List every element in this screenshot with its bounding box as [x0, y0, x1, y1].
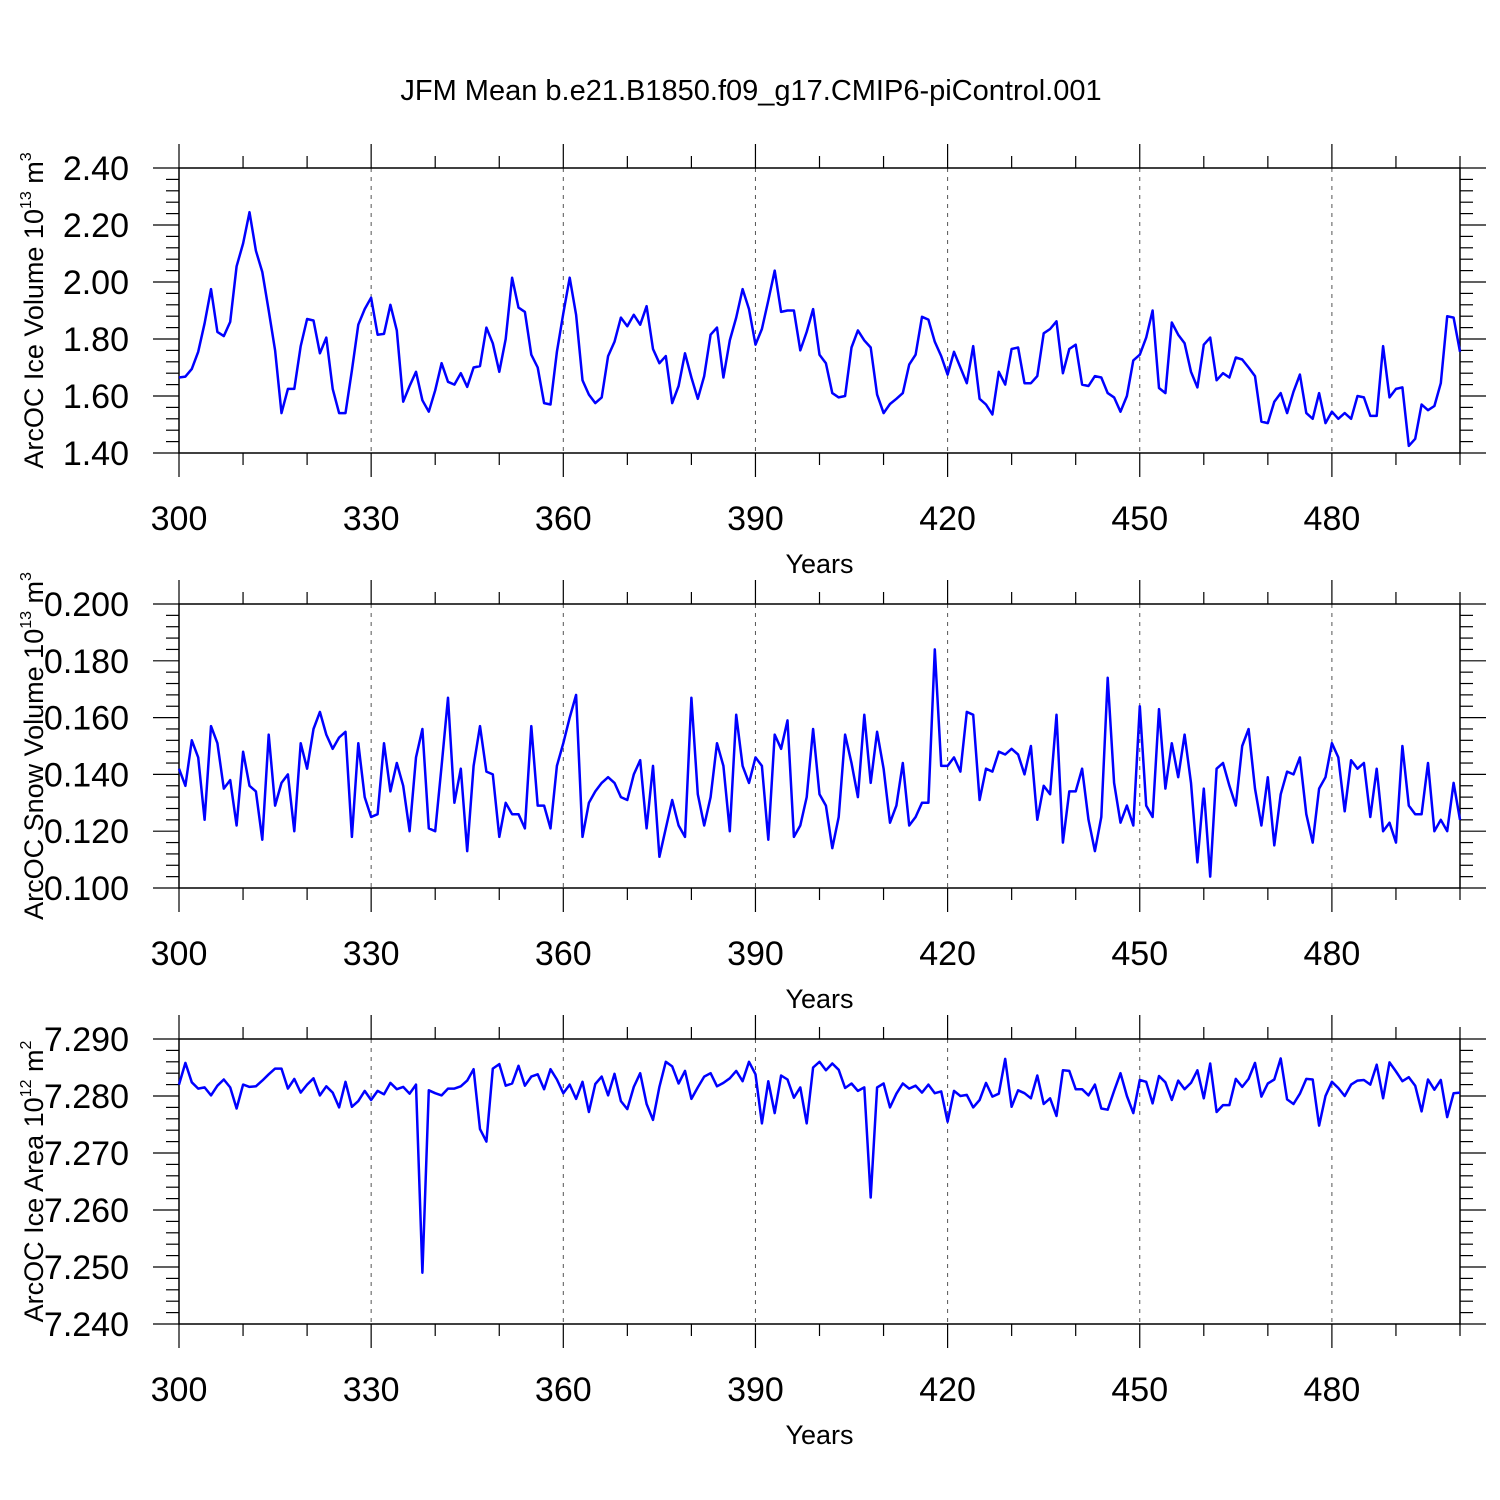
y-tick-label: 0.100 — [44, 870, 129, 908]
x-axis-label: Years — [785, 984, 853, 1014]
x-tick-label: 300 — [151, 500, 208, 538]
panel-ice-area: 7.240 7.250 7.260 7.270 7.280 7.290 300 330 360 3… — [18, 1015, 1486, 1450]
y-tick-label: 2.40 — [63, 150, 129, 188]
x-tick-label: 480 — [1304, 935, 1361, 973]
y-tick-label: 1.80 — [63, 321, 129, 359]
panel-ice-volume: 1.40 1.60 1.80 2.00 2.20 2.40 300 330 360 390 420 4… — [18, 144, 1486, 579]
x-tick-label: 450 — [1111, 1371, 1168, 1409]
x-tick-label: 420 — [919, 935, 976, 973]
y-axis-label-unit: m — [19, 1050, 49, 1080]
x-tick-label: 480 — [1304, 1371, 1361, 1409]
y-axis-label-unit-exponent: 2 — [18, 1041, 35, 1050]
x-tick-label: 450 — [1111, 500, 1168, 538]
plot-frame — [178, 1038, 1461, 1325]
y-tick-label: 1.60 — [63, 378, 129, 416]
y-axis-label: ArcOC Ice Area 1012 m2 — [18, 1041, 49, 1323]
y-axis-label-unit-exponent: 3 — [18, 152, 35, 161]
x-tick-label: 390 — [727, 500, 784, 538]
series-line-snow-volume — [177, 648, 1462, 878]
x-tick-label: 420 — [919, 500, 976, 538]
y-axis-label-exponent: 13 — [18, 191, 35, 209]
x-axis-label: Years — [785, 549, 853, 579]
x-tick-label: 300 — [151, 1371, 208, 1409]
y-tick-label: 0.160 — [44, 700, 129, 738]
y-axis-label-exponent: 13 — [18, 611, 35, 629]
x-tick-label: 330 — [343, 935, 400, 973]
y-axis-label: ArcOC Snow Volume 1013 m3 — [18, 572, 49, 920]
x-tick-label: 450 — [1111, 935, 1168, 973]
series-line-ice-area — [177, 1057, 1461, 1274]
y-axis-label-unit: m — [19, 161, 49, 191]
x-tick-label: 480 — [1304, 500, 1361, 538]
x-tick-label: 330 — [343, 500, 400, 538]
x-tick-label: 390 — [727, 935, 784, 973]
x-tick-label: 330 — [343, 1371, 400, 1409]
y-tick-label: 0.180 — [44, 643, 129, 681]
y-tick-label: 0.120 — [44, 813, 129, 851]
y-axis-label-exponent: 12 — [18, 1079, 35, 1097]
y-tick-label: 7.240 — [44, 1306, 129, 1344]
series-line-ice-volume — [178, 210, 1462, 448]
x-tick-label: 420 — [919, 1371, 976, 1409]
figure-title: JFM Mean b.e21.B1850.f09_g17.CMIP6-piCon… — [400, 75, 1101, 107]
y-tick-label: 1.40 — [63, 435, 129, 473]
y-axis-label-main: ArcOC Ice Area 10 — [19, 1097, 49, 1322]
y-axis-label: ArcOC Ice Volume 1013 m3 — [18, 152, 49, 468]
panel-snow-volume: 0.100 0.120 0.140 0.160 0.180 0.200 300 330 360 3… — [18, 572, 1486, 1014]
plot-frame — [178, 603, 1461, 889]
y-tick-label: 0.140 — [44, 756, 129, 794]
panels: 1.40 1.60 1.80 2.00 2.20 2.40 300 330 360 390 420 4… — [18, 144, 1486, 1450]
x-tick-label: 360 — [535, 1371, 592, 1409]
y-axis-label-unit: m — [19, 581, 49, 611]
y-tick-label: 7.250 — [44, 1249, 129, 1287]
x-tick-label: 390 — [727, 1371, 784, 1409]
y-tick-label: 2.00 — [63, 264, 129, 302]
y-tick-label: 2.20 — [63, 207, 129, 245]
y-axis-label-main: ArcOC Snow Volume 10 — [19, 629, 49, 920]
y-tick-label: 7.280 — [44, 1078, 129, 1116]
plot-frame — [178, 167, 1461, 454]
x-tick-label: 300 — [151, 935, 208, 973]
y-tick-label: 7.270 — [44, 1135, 129, 1173]
x-tick-label: 360 — [535, 500, 592, 538]
y-tick-label: 0.200 — [44, 586, 129, 624]
y-tick-label: 7.290 — [44, 1021, 129, 1059]
x-axis-label: Years — [785, 1420, 853, 1450]
y-tick-label: 7.260 — [44, 1192, 129, 1230]
x-tick-label: 360 — [535, 935, 592, 973]
y-axis-label-main: ArcOC Ice Volume 10 — [19, 209, 49, 469]
y-axis-label-unit-exponent: 3 — [18, 572, 35, 581]
